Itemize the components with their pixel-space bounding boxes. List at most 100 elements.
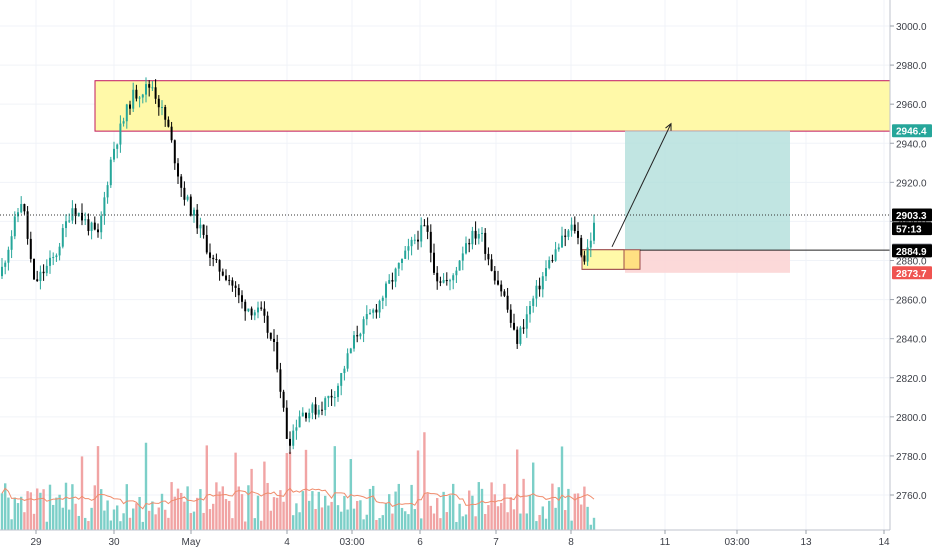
candle-body [519, 327, 522, 344]
candle-body [173, 140, 176, 164]
candle-body [359, 333, 362, 337]
candle-body [285, 407, 288, 439]
candle-body [212, 257, 215, 260]
time-tick-label: 14 [878, 537, 890, 548]
candle-body [266, 315, 269, 333]
volume-bar [29, 492, 32, 530]
volume-bar [464, 514, 468, 530]
volume-bar [336, 505, 340, 530]
candle-body [237, 287, 240, 296]
time-tick-label: 13 [800, 537, 812, 548]
volume-bar [436, 498, 439, 530]
candle-body [487, 253, 490, 260]
candle-body [20, 204, 23, 213]
volume-bar [423, 432, 426, 530]
volume-bar [109, 520, 112, 530]
volume-bar [541, 506, 544, 530]
volume-bar [23, 512, 26, 530]
volume-bar [122, 513, 125, 530]
volume-bar [551, 483, 554, 530]
candle-body [221, 271, 224, 276]
candle-body [289, 438, 291, 446]
price-axis: 3000.02980.02960.02940.02920.02900.02880… [889, 0, 932, 550]
volume-bar [429, 505, 432, 530]
volume-bar [272, 497, 276, 530]
volume-bar [528, 494, 532, 530]
candle-body [516, 329, 519, 344]
supply-zone [94, 80, 891, 132]
volume-bar [333, 446, 336, 530]
volume-bar [180, 492, 183, 530]
candle-body [154, 87, 157, 99]
volume-bar [397, 483, 400, 530]
candle-body [465, 243, 467, 254]
price-tick-label: 2820.0 [896, 374, 927, 385]
volume-bar [189, 513, 192, 530]
candle-body [375, 309, 378, 313]
candle-body [84, 219, 87, 221]
candle-body [65, 221, 67, 229]
volume-bar [292, 515, 295, 530]
volume-bar [448, 495, 452, 530]
time-tick-label: 6 [417, 537, 423, 548]
candle-body [23, 204, 26, 212]
candle-body [333, 397, 336, 399]
candle-body [589, 240, 592, 248]
candle-body [273, 338, 275, 342]
volume-bar [372, 485, 375, 530]
volume-bar [71, 484, 74, 530]
volume-bar [132, 508, 135, 530]
time-axis: 29 30 May 4 03:00 6 7 8 11 03:00 13 14 [0, 529, 932, 550]
volume-bar [228, 500, 231, 530]
price-tick-label: 2960.0 [896, 100, 927, 111]
candle-body [170, 126, 173, 141]
volume-bar [256, 495, 260, 530]
candle-body [119, 123, 122, 145]
candle-body [167, 119, 170, 127]
time-tick-label: 11 [660, 537, 671, 548]
candle-body [100, 215, 103, 233]
volume-bar [103, 510, 106, 530]
volume-bar [570, 520, 573, 530]
price-badge-label: 2873.7 [896, 269, 927, 280]
volume-bar [301, 491, 304, 530]
candle-body [429, 231, 432, 253]
volume-bar [279, 490, 282, 530]
volume-bar [100, 489, 103, 530]
volume-bar [506, 512, 509, 530]
price-tick-label: 2880.0 [896, 257, 927, 268]
volume-bar [45, 521, 48, 530]
volume-bar [522, 478, 525, 530]
volume-bar [407, 514, 410, 530]
price-tick-label: 2760.0 [896, 491, 927, 502]
candle-body [42, 271, 45, 274]
candle-body [157, 98, 160, 108]
volume-bar [0, 493, 4, 530]
candle-body [349, 348, 352, 354]
candle-body [423, 225, 426, 227]
volume-bar [13, 497, 16, 530]
candle-body [241, 295, 243, 302]
candle-body [397, 262, 400, 269]
candle-body [135, 89, 138, 99]
volume-bar [215, 482, 218, 530]
volume-bar [557, 487, 560, 530]
candle-body [452, 275, 455, 281]
candle-body [490, 259, 493, 271]
candle-body [343, 368, 346, 374]
candle-body [234, 285, 237, 288]
candle-body [228, 279, 231, 281]
volume-bar [340, 511, 343, 530]
volume-bar [36, 488, 39, 530]
candle-body [458, 260, 461, 271]
candle-body [189, 196, 192, 216]
volume-bar [365, 514, 368, 530]
volume-bar [327, 505, 330, 530]
candle-body [1, 266, 3, 277]
volume-bar [58, 494, 61, 530]
candle-body [68, 220, 71, 222]
candlesticks [1, 77, 595, 455]
candle-body [145, 84, 147, 95]
